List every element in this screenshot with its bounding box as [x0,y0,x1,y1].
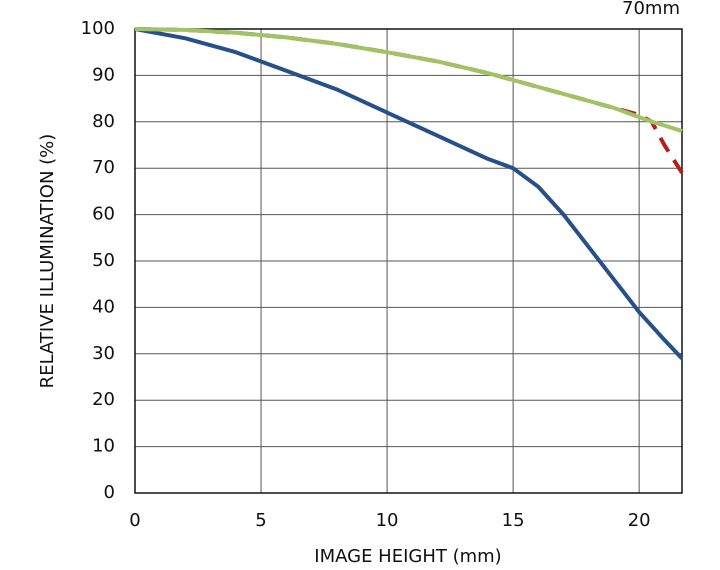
x-tick-label: 5 [255,510,266,531]
y-tick-label: 90 [92,64,115,85]
x-tick-label: 20 [628,510,651,531]
y-tick-label: 100 [81,18,115,39]
y-tick-label: 10 [92,436,115,457]
y-tick-label: 40 [92,296,115,317]
x-tick-label: 10 [376,510,399,531]
plot-frame [134,28,683,494]
y-axis-label: RELATIVE ILLUMINATION (%) [37,134,58,389]
series-line [134,27,684,174]
y-tick-label: 30 [92,343,115,364]
series-line [134,27,684,360]
series-line [134,27,683,133]
x-tick-label: 0 [129,510,140,531]
y-tick-label: 0 [104,482,115,503]
y-tick-label: 60 [92,204,115,225]
y-tick-label: 80 [92,111,115,132]
y-tick-label: 50 [92,250,115,271]
y-tick-label: 20 [92,389,115,410]
chart-title: 70mm [622,0,680,19]
x-tick-label: 15 [502,510,525,531]
y-tick-label: 70 [92,157,115,178]
x-axis-label: IMAGE HEIGHT (mm) [314,546,501,567]
